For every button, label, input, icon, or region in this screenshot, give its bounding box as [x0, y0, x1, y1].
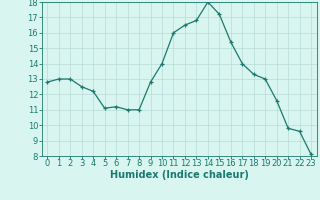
X-axis label: Humidex (Indice chaleur): Humidex (Indice chaleur) — [110, 170, 249, 180]
